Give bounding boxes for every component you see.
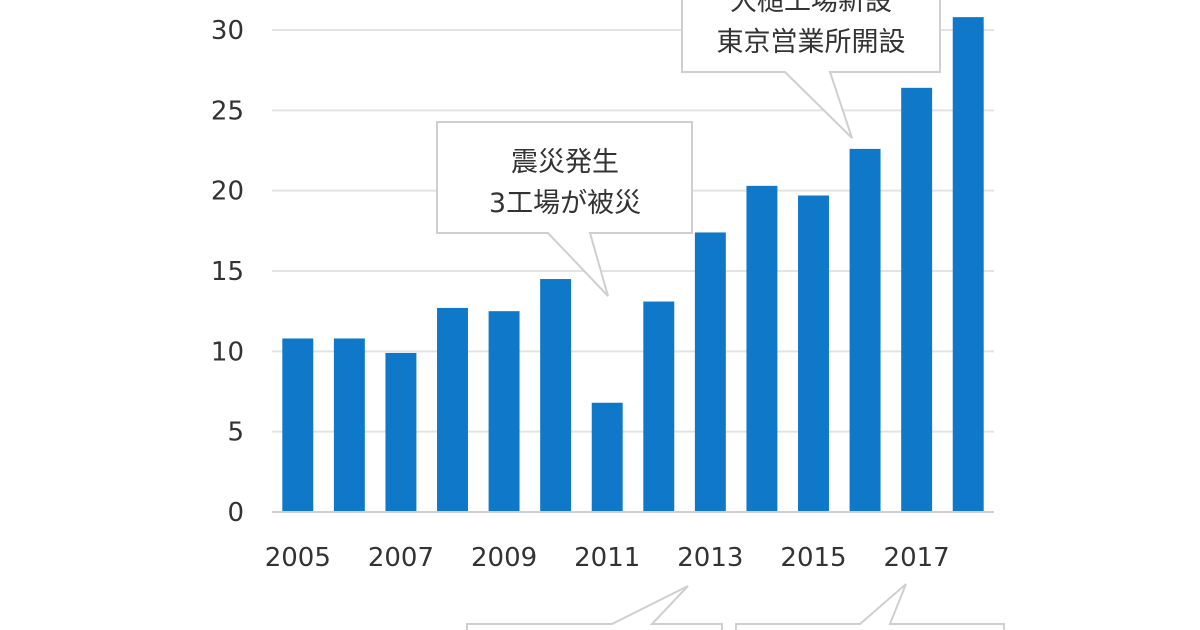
callout-new-factory-line2: 東京営業所開設 [717, 27, 906, 58]
y-tick-label: 15 [211, 257, 244, 287]
x-tick-label: 2017 [884, 543, 950, 573]
y-tick-labels: 0 5 10 15 20 25 30 [211, 16, 244, 528]
bar-2012 [643, 301, 675, 512]
x-tick-label: 2005 [265, 543, 331, 573]
callout-bottom-left-partial [466, 585, 723, 630]
bar-2007 [385, 352, 417, 512]
bar-2005 [282, 338, 314, 512]
x-tick-labels: 2005 2007 2009 2011 2013 2015 2017 [265, 543, 950, 573]
y-tick-label: 5 [227, 418, 244, 448]
bar-2017 [901, 87, 933, 512]
x-tick-label: 2011 [574, 543, 640, 573]
callout-new-factory: 大槌工場新設 東京営業所開設 [681, 0, 941, 139]
y-tick-label: 10 [211, 337, 244, 367]
callout-earthquake-line2: 3工場が被災 [489, 188, 641, 219]
callout-earthquake: 震災発生 3工場が被災 [436, 121, 693, 297]
callout-earthquake-line1: 震災発生 [511, 147, 619, 178]
x-tick-label: 2009 [471, 543, 537, 573]
bar-2008 [437, 307, 468, 512]
bar-2011 [591, 402, 623, 512]
bar-2010 [540, 279, 572, 512]
callout-bottom-right-partial [735, 583, 1005, 630]
callout-new-factory-line1: 大槌工場新設 [730, 0, 892, 17]
callout-new-factory-box [681, 0, 941, 139]
y-tick-label: 30 [211, 16, 244, 46]
x-tick-label: 2015 [780, 543, 846, 573]
bar-2018 [952, 17, 984, 512]
y-tick-label: 25 [211, 96, 244, 126]
x-tick-label: 2007 [368, 543, 434, 573]
bar-2015 [798, 195, 829, 512]
x-tick-label: 2013 [677, 543, 743, 573]
callout-earthquake-box [436, 121, 693, 297]
bar-2013 [694, 232, 726, 512]
bars [282, 17, 984, 513]
y-tick-label: 20 [211, 177, 244, 207]
bar-2014 [746, 185, 778, 512]
y-tick-label: 0 [227, 498, 244, 528]
bar-2006 [333, 338, 365, 512]
bar-2009 [488, 311, 520, 512]
bar-2016 [849, 148, 881, 513]
